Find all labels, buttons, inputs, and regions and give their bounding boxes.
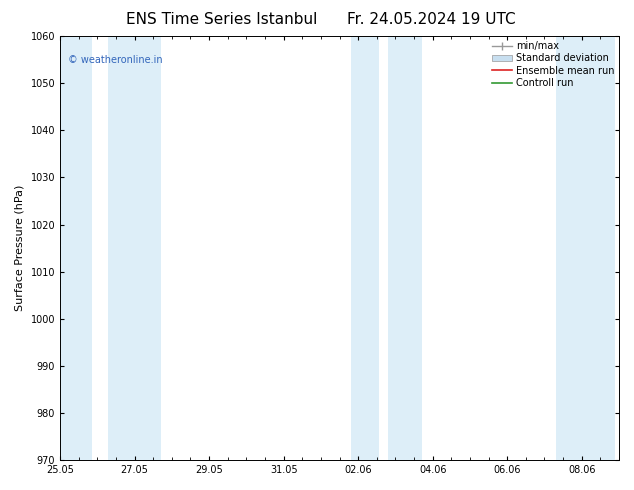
Bar — [108, 36, 160, 460]
Bar — [582, 36, 615, 460]
Text: ENS Time Series Istanbul: ENS Time Series Istanbul — [126, 12, 318, 27]
Bar — [351, 36, 378, 460]
Text: Fr. 24.05.2024 19 UTC: Fr. 24.05.2024 19 UTC — [347, 12, 515, 27]
Bar — [60, 36, 92, 460]
Legend: min/max, Standard deviation, Ensemble mean run, Controll run: min/max, Standard deviation, Ensemble me… — [490, 39, 616, 90]
Y-axis label: Surface Pressure (hPa): Surface Pressure (hPa) — [15, 185, 25, 311]
Text: © weatheronline.in: © weatheronline.in — [68, 55, 163, 65]
Bar — [388, 36, 422, 460]
Bar — [555, 36, 582, 460]
